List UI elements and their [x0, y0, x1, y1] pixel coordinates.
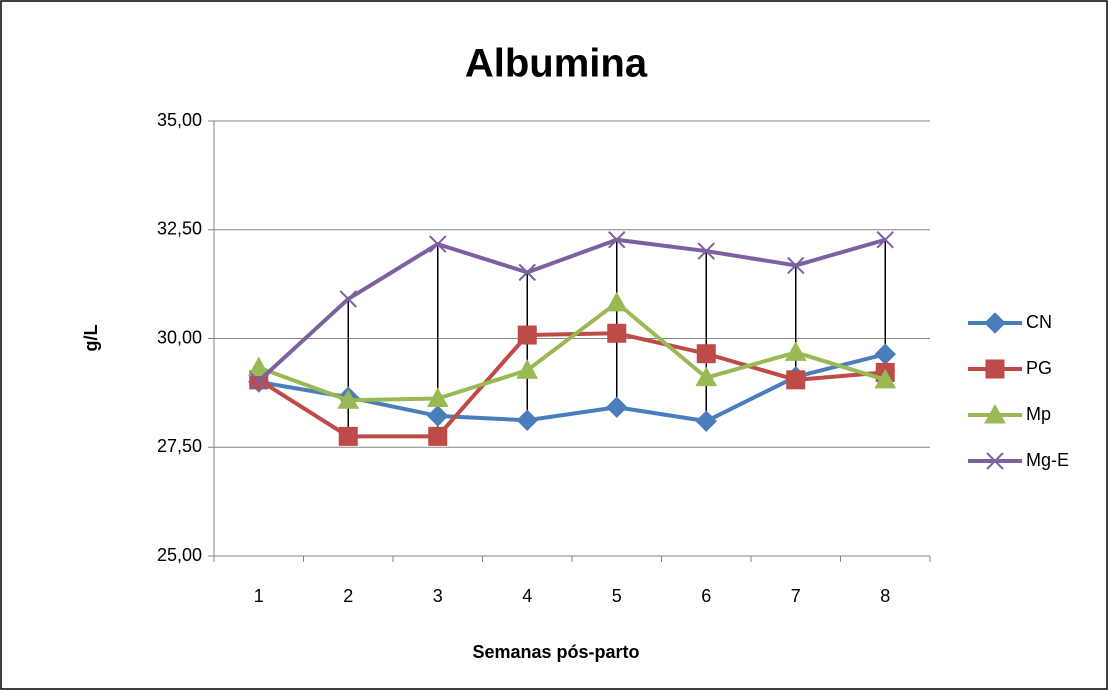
data-point	[695, 410, 717, 432]
y-tick-label: 32,50	[157, 219, 202, 239]
y-tick-label: 30,00	[157, 327, 202, 347]
data-point	[874, 368, 897, 389]
data-point	[339, 290, 357, 308]
x-tick-label: 1	[254, 586, 264, 606]
data-point	[429, 235, 447, 253]
data-point	[607, 323, 627, 343]
x-axis-label: Semanas pós-parto	[472, 642, 639, 662]
y-tick-label: 27,50	[157, 436, 202, 456]
data-point	[518, 263, 536, 282]
data-point	[605, 291, 628, 312]
y-tick-label: 35,00	[157, 110, 202, 130]
chart-title: Albumina	[465, 42, 648, 86]
data-point	[516, 359, 539, 379]
data-point	[695, 366, 718, 387]
data-point	[696, 344, 716, 364]
data-point	[427, 405, 449, 427]
data-point	[787, 256, 805, 275]
x-tick-label: 3	[433, 586, 443, 606]
y-axis-label: g/L	[81, 325, 101, 352]
data-point	[426, 387, 449, 408]
data-point	[516, 409, 538, 431]
y-tick-label: 25,00	[157, 545, 202, 565]
data-point	[784, 341, 807, 361]
data-point	[786, 370, 806, 390]
series-line	[257, 237, 886, 383]
legend-marker	[986, 452, 1004, 470]
x-tick-label: 7	[791, 586, 801, 606]
legend-marker	[984, 312, 1006, 334]
legend-label: CN	[1026, 312, 1052, 332]
x-tick-label: 5	[612, 586, 622, 606]
data-point	[517, 325, 537, 345]
data-point	[876, 231, 894, 249]
x-tick-label: 8	[880, 586, 890, 606]
data-point	[247, 356, 270, 377]
x-tick-label: 4	[522, 586, 532, 606]
series-line	[258, 300, 886, 403]
legend-label: Mp	[1026, 404, 1051, 424]
legend-marker	[985, 359, 1005, 379]
legend-label: PG	[1026, 358, 1052, 378]
data-point	[337, 389, 360, 409]
data-point	[338, 426, 358, 446]
data-point	[428, 426, 448, 446]
data-point	[697, 242, 715, 260]
x-tick-label: 6	[701, 586, 711, 606]
data-point	[606, 396, 628, 418]
data-point	[608, 231, 626, 249]
x-tick-label: 2	[343, 586, 353, 606]
data-point	[250, 372, 268, 390]
legend-label: Mg-E	[1026, 450, 1069, 470]
legend-marker	[984, 403, 1006, 424]
